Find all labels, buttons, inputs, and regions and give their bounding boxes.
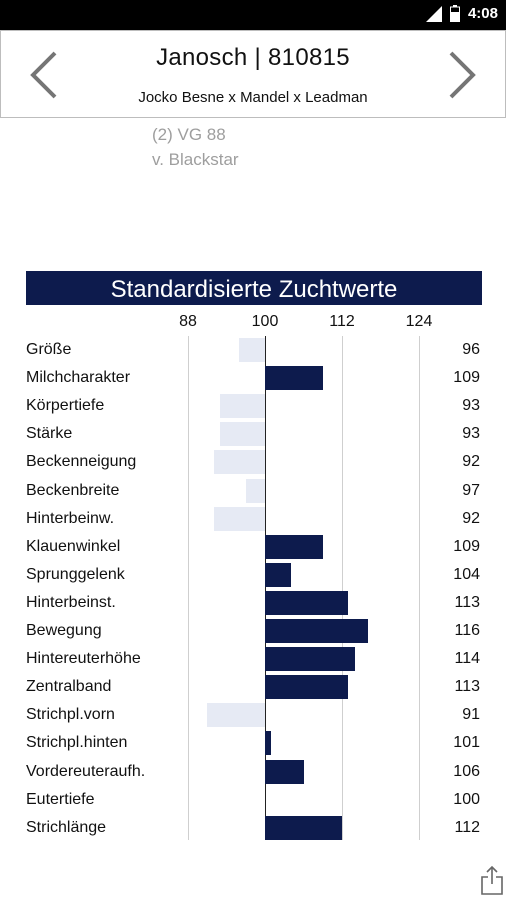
gridline [418, 336, 420, 840]
trait-label: Strichlänge [26, 818, 107, 836]
trait-label: Sprunggelenk [26, 565, 125, 583]
trait-label: Größe [26, 341, 72, 358]
bar-above-average [265, 675, 349, 700]
signal-icon [425, 5, 442, 22]
classification-text: (2) VG 88 [152, 125, 226, 144]
trait-value: 97 [462, 481, 480, 499]
trait-label: Hintereuterhöhe [26, 650, 141, 668]
baseline-line [264, 336, 266, 840]
bar-above-average [265, 590, 349, 615]
trait-label: Hinterbeinst. [26, 593, 116, 611]
trait-label: Stärke [26, 425, 73, 443]
bar-above-average [265, 815, 342, 840]
trait-value: 92 [462, 453, 480, 471]
trait-label: Vordereuteraufh. [26, 762, 146, 780]
info-block: (2) VG 88 v. Blackstar [152, 122, 239, 172]
trait-label: Körpertiefe [26, 397, 105, 415]
battery-icon [449, 5, 460, 22]
trait-value: 96 [462, 341, 480, 358]
trait-value: 100 [453, 790, 480, 808]
bar-below-average [239, 338, 265, 362]
clock: 4:08 [467, 5, 498, 22]
sire-text: v. Blackstar [152, 150, 239, 169]
bar-below-average [220, 394, 265, 419]
trait-label: Strichpl.vorn [26, 706, 115, 724]
trait-label: Beckenbreite [26, 481, 120, 499]
trait-value: 114 [454, 650, 480, 668]
bar-above-average [265, 562, 291, 587]
bar-above-average [265, 366, 323, 391]
section-title: Standardisierte Zuchtwerte [26, 271, 482, 305]
bar-above-average [265, 619, 368, 643]
bar-below-average [245, 478, 265, 503]
chevron-left-icon[interactable] [25, 49, 65, 101]
bar-above-average [265, 759, 304, 784]
pedigree-subtitle: Jocko Besne x Mandel x Leadman [138, 89, 368, 106]
trait-label: Bewegung [26, 622, 102, 639]
trait-value: 113 [454, 593, 480, 611]
trait-value: 109 [453, 537, 480, 555]
share-icon[interactable] [480, 864, 504, 896]
trait-value: 91 [462, 706, 480, 724]
trait-value: 101 [453, 734, 480, 752]
bar-above-average [265, 731, 272, 756]
trait-label: Eutertiefe [26, 790, 95, 808]
bar-below-average [213, 506, 265, 531]
bar-below-average [207, 703, 265, 728]
trait-label: Strichpl.hinten [26, 734, 128, 752]
gridline [187, 336, 189, 840]
trait-value: 112 [454, 818, 480, 836]
trait-label: Beckenneigung [26, 453, 137, 471]
trait-label: Klauenwinkel [26, 537, 121, 555]
trait-value: 92 [462, 509, 480, 527]
trait-value: 113 [454, 678, 480, 696]
trait-value: 104 [453, 565, 480, 583]
bar-below-average [220, 422, 265, 447]
scale-tick-label: 88 [179, 313, 197, 330]
chevron-right-icon[interactable] [441, 49, 481, 101]
status-bar: 4:08 [0, 0, 506, 30]
trait-label: Zentralband [26, 678, 112, 696]
trait-value: 106 [453, 762, 480, 780]
trait-value: 93 [462, 425, 480, 443]
bar-below-average [213, 450, 265, 475]
scale-tick-label: 100 [251, 313, 279, 330]
bar-above-average [265, 534, 323, 559]
scale-tick-label: 124 [405, 313, 433, 330]
trait-value: 93 [462, 397, 480, 415]
scale-tick-label: 112 [329, 313, 355, 330]
trait-label: Milchcharakter [26, 369, 131, 387]
trait-value: 109 [453, 369, 480, 387]
bar-above-average [265, 647, 355, 672]
gridline [341, 336, 343, 840]
page-title: Janosch | 810815 [156, 44, 350, 71]
trait-label: Hinterbeinw. [26, 509, 115, 527]
header-card: Janosch | 810815 Jocko Besne x Mandel x … [0, 30, 506, 118]
trait-value: 116 [454, 622, 480, 639]
